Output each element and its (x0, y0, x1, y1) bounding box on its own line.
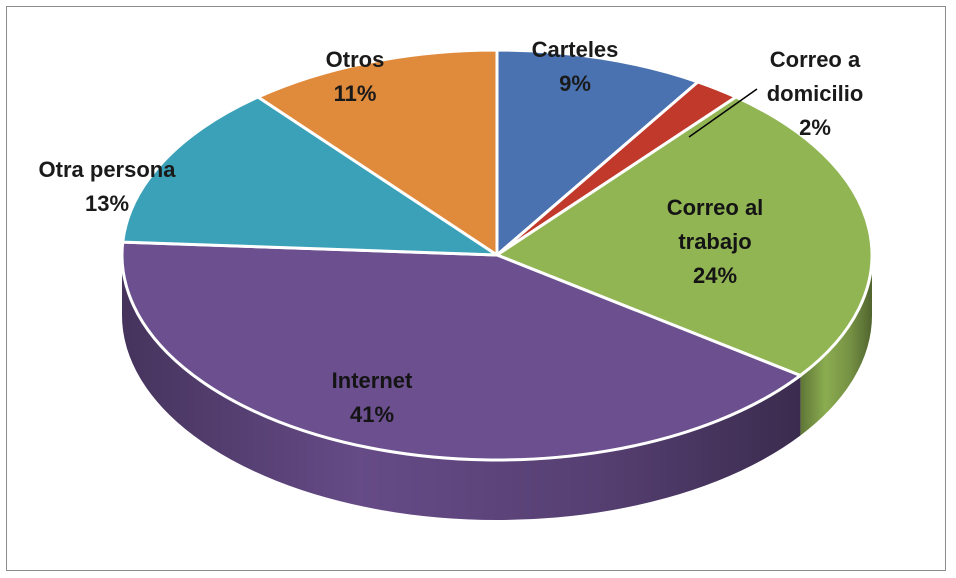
leader-line-correo-a-domicilio (688, 88, 758, 138)
slice-name-internet: Internet (332, 368, 413, 393)
pie-labels: Carteles 9% Correo a domicilio 2% Correo al tr… (39, 37, 864, 427)
pie-chart: Carteles 9% Correo a domicilio 2% Correo al tr… (39, 37, 874, 520)
slice-name-correo-al-trabajo: trabajo (678, 229, 751, 254)
slice-name-correo-a-domicilio: Correo a (770, 47, 861, 72)
slice-side-shade-internet (121, 255, 801, 520)
data-label-correo-al-trabajo: 24% (693, 263, 737, 288)
slice-name-otros: Otros (326, 47, 385, 72)
slice-otros (256, 48, 499, 257)
chart-area: Carteles 9% Correo a domicilio 2% Correo al tr… (6, 6, 946, 571)
data-label-carteles: 9% (559, 71, 591, 96)
data-label-otros: 11% (334, 81, 377, 106)
data-label-otra-persona: 13% (85, 191, 129, 216)
slice-side-shade-correo-al-trabajo (800, 255, 872, 436)
slice-name-correo-a-domicilio: domicilio (767, 81, 864, 106)
slice-correo-al-trabajo (495, 95, 874, 377)
slice-carteles (495, 48, 700, 257)
slice-internet (120, 240, 802, 462)
slice-name-carteles: Carteles (532, 37, 619, 62)
data-label-internet: 41% (350, 402, 394, 427)
pie-sides (121, 255, 872, 520)
slice-name-correo-al-trabajo: Correo al (667, 195, 764, 220)
data-label-correo-a-domicilio: 2% (799, 115, 831, 140)
slice-name-otra-persona: Otra persona (39, 157, 177, 182)
slice-otra-persona (121, 95, 499, 257)
pie-tops (120, 48, 874, 462)
